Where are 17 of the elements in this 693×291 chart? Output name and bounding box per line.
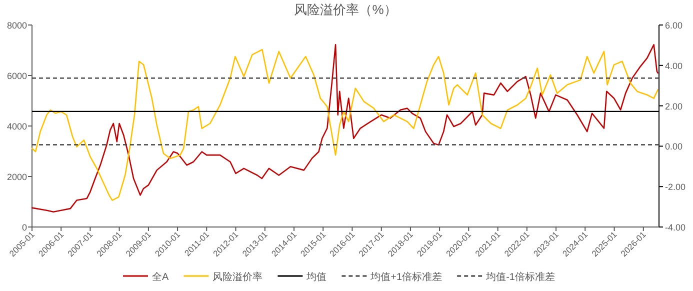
y-tick-label: 4000 [6, 122, 27, 132]
y2-tick-label: -2.00 [665, 182, 686, 192]
legend-label: 全A [152, 271, 170, 283]
y2-tick-label: 6.00 [665, 20, 683, 30]
y-tick-label: 2000 [6, 172, 27, 182]
y2-tick-label: 4.00 [665, 60, 683, 71]
y-tick-label: 8000 [6, 20, 27, 30]
y2-tick-label: 2.00 [665, 101, 683, 112]
legend-label: 均值+1倍标准差 [370, 271, 442, 283]
y-tick-label: 6000 [6, 71, 27, 81]
legend-label: 均值-1倍标准差 [485, 271, 555, 283]
y-tick-label: 0 [22, 222, 27, 232]
legend-label: 风险溢价率 [212, 271, 263, 283]
chart-title: 风险溢价率（%） [294, 2, 397, 17]
legend-label: 均值 [306, 271, 327, 283]
y2-tick-label: 0.00 [665, 142, 683, 152]
y2-tick-label: -4.00 [665, 222, 686, 232]
